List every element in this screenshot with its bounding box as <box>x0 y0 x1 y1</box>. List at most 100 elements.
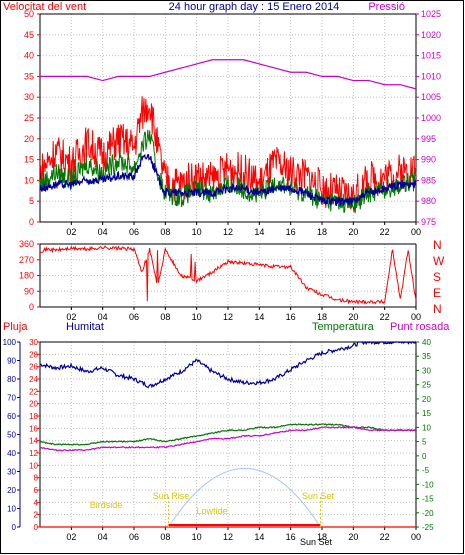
sunset-label: Sun Set <box>302 491 335 501</box>
rain-tick-label: 30 <box>29 338 38 347</box>
y-left-tick-label: 0 <box>29 217 34 227</box>
temperature-axis-title: Temperatura <box>312 321 375 333</box>
y-right-tick-label: 1000 <box>421 113 441 123</box>
x-tick-label: 06 <box>129 227 139 237</box>
temperature-tick-label: 5 <box>422 438 427 447</box>
dewpoint-axis-title: Punt rosada <box>390 321 450 333</box>
y-right-tick-label: 1020 <box>421 30 441 40</box>
wind-panel-series <box>39 59 417 214</box>
x-tick-label: 10 <box>192 532 202 542</box>
y-left-tick-label: 45 <box>24 30 34 40</box>
x-tick-label: 04 <box>98 532 108 542</box>
rain-tick-label: 28 <box>29 350 38 359</box>
humidity-tick-label: 60 <box>7 412 16 421</box>
lowtide-label: Lowtide <box>196 506 227 516</box>
y-right-tick-label: 990 <box>421 155 436 165</box>
x-tick-label: 18 <box>317 227 327 237</box>
x-tick-label: 00 <box>411 312 421 322</box>
humidity-tick-label: 50 <box>7 431 16 440</box>
x-tick-label: 02 <box>66 532 76 542</box>
temperature-tick-label: 0 <box>422 452 427 461</box>
y-left-tick-label: 15 <box>24 155 34 165</box>
x-tick-label: 10 <box>192 312 202 322</box>
rain-tick-label: 4 <box>34 498 39 507</box>
humidity-tick-label: 20 <box>7 486 16 495</box>
compass-label: W <box>433 254 445 268</box>
direction-tick-label: 90 <box>24 286 34 296</box>
y-right-tick-label: 1015 <box>421 51 441 61</box>
x-tick-label: 22 <box>380 312 390 322</box>
rain-tick-label: 8 <box>34 474 39 483</box>
x-tick-label: 16 <box>286 312 296 322</box>
y-left-tick-label: 25 <box>24 113 34 123</box>
temp-panel-axes: 0246810121416182022242628300102030405060… <box>3 338 434 542</box>
y-left-tick-label: 40 <box>24 51 34 61</box>
y-right-tick-label: 985 <box>421 175 436 185</box>
rain-axis-title: Pluja <box>3 321 28 333</box>
x-tick-label: 06 <box>129 532 139 542</box>
x-tick-label: 18 <box>317 312 327 322</box>
wind-direction-line <box>39 245 417 306</box>
humidity-tick-label: 70 <box>7 394 16 403</box>
x-tick-label: 14 <box>254 312 264 322</box>
rain-tick-label: 18 <box>29 412 38 421</box>
y-left-tick-label: 20 <box>24 134 34 144</box>
temperature-tick-label: -5 <box>422 466 430 475</box>
rain-tick-label: 20 <box>29 400 38 409</box>
x-tick-label: 22 <box>380 532 390 542</box>
x-tick-label: 00 <box>411 532 421 542</box>
y-left-tick-label: 35 <box>24 71 34 81</box>
sun-elevation: Birdside Sun Rise Lowtide Sun Set Sun Se… <box>90 467 335 547</box>
direction-tick-label: 270 <box>19 255 34 265</box>
humidity-tick-label: 30 <box>7 468 16 477</box>
temperature-tick-label: -15 <box>422 495 434 504</box>
temperature-tick-label: 35 <box>422 352 431 361</box>
x-tick-label: 14 <box>254 227 264 237</box>
compass-label: E <box>433 286 441 300</box>
x-tick-label: 22 <box>380 227 390 237</box>
temperature-tick-label: -10 <box>422 480 434 489</box>
rain-tick-label: 6 <box>34 486 39 495</box>
series-punt-rosada-line <box>39 425 416 452</box>
compass-label: N <box>433 302 442 316</box>
temperature-tick-label: 40 <box>422 338 431 347</box>
compass-label: S <box>433 270 441 284</box>
temperature-tick-label: 15 <box>422 409 431 418</box>
humidity-axis-title: Humitat <box>66 321 104 333</box>
y-right-tick-label: 975 <box>421 217 436 227</box>
x-tick-label: 02 <box>66 227 76 237</box>
wind-panel-axes: 0510152025303540455097598098599099510001… <box>24 9 441 237</box>
temperature-tick-label: -25 <box>422 523 434 532</box>
y-right-tick-label: 980 <box>421 196 436 206</box>
series-humitat-line <box>40 340 417 389</box>
rain-tick-label: 16 <box>29 424 38 433</box>
direction-tick-label: 0 <box>29 302 34 312</box>
pressure-line <box>40 59 417 90</box>
temp-panel-series <box>39 340 417 528</box>
wind-speed-axis-title: Velocitat del vent <box>3 1 86 13</box>
x-tick-label: 16 <box>286 532 296 542</box>
temperature-tick-label: 20 <box>422 395 431 404</box>
sun-arc <box>168 467 321 528</box>
x-tick-label: 06 <box>129 312 139 322</box>
humidity-tick-label: 40 <box>7 449 16 458</box>
sunrise-label: Sun Rise <box>153 491 190 501</box>
x-tick-label: 08 <box>160 227 170 237</box>
x-tick-label: 20 <box>348 532 358 542</box>
humidity-tick-label: 10 <box>7 505 16 514</box>
rain-tick-label: 26 <box>29 363 38 372</box>
birdside-label: Birdside <box>90 500 123 510</box>
rain-tick-label: 22 <box>29 387 38 396</box>
x-tick-label: 04 <box>98 312 108 322</box>
y-left-tick-label: 30 <box>24 92 34 102</box>
x-tick-label: 20 <box>348 227 358 237</box>
wind-gust-line <box>39 96 417 214</box>
rain-tick-label: 24 <box>29 375 38 384</box>
rain-tick-label: 10 <box>29 461 38 470</box>
y-left-tick-label: 50 <box>24 9 34 19</box>
y-right-tick-label: 1005 <box>421 92 441 102</box>
x-tick-label: 16 <box>286 227 296 237</box>
y-left-tick-label: 10 <box>24 175 34 185</box>
